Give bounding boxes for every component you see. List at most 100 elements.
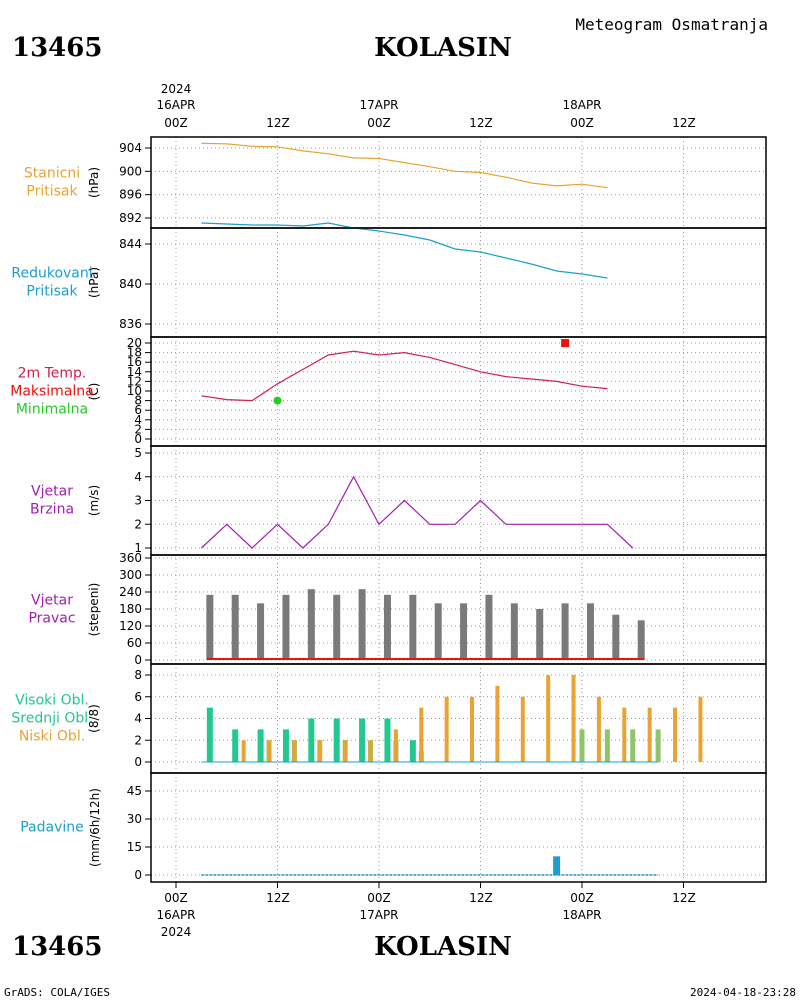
top-hour-5: 00Z [570, 116, 594, 130]
cloud-bar [698, 696, 703, 762]
y-axis-label: (hPa) [87, 167, 101, 198]
y-tick-label: 0 [134, 653, 142, 667]
y-tick-label: 6 [134, 403, 142, 417]
y-axis-label: (hPa) [87, 267, 101, 298]
y-tick-label: 360 [119, 551, 142, 565]
y-tick-label: 1 [134, 541, 142, 555]
panel-label: Minimalna [16, 402, 88, 418]
y-tick-label: 14 [127, 365, 142, 379]
cloud-bar [630, 729, 636, 762]
panel-label: Vjetar [31, 593, 73, 609]
series-line [201, 142, 608, 189]
wind-direction-bar [358, 589, 366, 660]
cloud-bar [520, 696, 525, 762]
bottom-date-2: 17APR [359, 908, 398, 922]
y-tick-label: 16 [127, 355, 142, 369]
cloud-bar [206, 707, 213, 762]
cloud-bar [317, 740, 322, 762]
y-tick-label: 6 [134, 690, 142, 704]
top-hour-6: 12Z [672, 116, 696, 130]
panel-label: Brzina [30, 502, 74, 518]
cloud-bar [343, 740, 348, 762]
cloud-bar [419, 707, 424, 762]
y-tick-label: 5 [134, 446, 142, 460]
y-tick-label: 4 [134, 712, 142, 726]
wind-direction-bar [231, 594, 239, 660]
top-year-label: 2024 [161, 82, 192, 96]
wind-direction-bar [536, 609, 544, 660]
panel-label: Srednji Obl. [11, 711, 92, 727]
top-date-1: 16APR [156, 98, 195, 112]
cloud-bar [596, 696, 601, 762]
wind-direction-bar [307, 589, 315, 660]
cloud-bar [333, 718, 340, 762]
cloud-bar [571, 675, 576, 762]
panel-label: Pravac [28, 611, 75, 627]
y-tick-label: 0 [134, 755, 142, 769]
station-name-bottom: KOLASIN [374, 932, 512, 962]
bottom-date-3: 18APR [562, 908, 601, 922]
top-hour-3: 00Z [367, 116, 391, 130]
panel-label: Niski Obl. [19, 729, 85, 745]
wind-direction-bar [409, 594, 417, 660]
panel-label: 2m Temp. [18, 366, 87, 382]
panel-label: Maksimalna [10, 384, 94, 400]
cloud-bar [267, 740, 272, 762]
y-tick-label: 2 [134, 422, 142, 436]
panel-label: Pritisak [26, 184, 78, 200]
wind-direction-bar [561, 603, 569, 660]
y-tick-label: 900 [119, 164, 142, 178]
wind-direction-bar [434, 603, 442, 660]
panel-label: Vjetar [31, 484, 73, 500]
bottom-hour-3: 00Z [367, 891, 391, 905]
wind-direction-bar [460, 603, 468, 660]
series-line [201, 350, 608, 402]
y-tick-label: 18 [127, 346, 142, 360]
max-temp-marker [561, 339, 570, 347]
wind-direction-bar [586, 603, 594, 660]
cloud-bar [257, 729, 264, 762]
y-tick-label: 4 [134, 413, 142, 427]
cloud-bar [241, 740, 246, 762]
top-hour-2: 12Z [266, 116, 290, 130]
cloud-bar [292, 740, 297, 762]
bottom-hour-5: 00Z [570, 891, 594, 905]
y-tick-label: 240 [119, 585, 142, 599]
wind-direction-bar [282, 594, 290, 660]
bottom-hour-4: 12Z [469, 891, 493, 905]
cloud-bar [308, 718, 315, 762]
timestamp-text: 2024-04-18-23:28 [690, 986, 796, 999]
y-tick-label: 896 [119, 188, 142, 202]
y-tick-label: 844 [119, 237, 142, 251]
cloud-bar [655, 729, 661, 762]
y-tick-label: 12 [127, 374, 142, 388]
bottom-hour-2: 12Z [266, 891, 290, 905]
credit-text: GrADS: COLA/IGES [4, 986, 110, 999]
y-axis-label: (C) [87, 383, 101, 401]
cloud-bar [409, 740, 416, 762]
cloud-bar [546, 675, 551, 762]
precipitation-bar [553, 856, 561, 875]
cloud-bar [579, 729, 585, 762]
y-tick-label: 60 [127, 636, 142, 650]
series-line [200, 475, 634, 549]
top-date-2: 17APR [359, 98, 398, 112]
y-tick-label: 120 [119, 619, 142, 633]
cloud-bar [393, 729, 398, 762]
cloud-bar [604, 729, 610, 762]
panel-label: Redukovani [11, 266, 92, 282]
cloud-bar [444, 696, 449, 762]
y-tick-label: 300 [119, 568, 142, 582]
y-tick-label: 840 [119, 277, 142, 291]
y-tick-label: 10 [127, 384, 142, 398]
wind-direction-bar [485, 594, 493, 660]
cloud-bar [495, 685, 500, 762]
cloud-bar [647, 707, 652, 762]
cloud-bar [673, 707, 678, 762]
y-axis-label: (8/8) [87, 704, 101, 733]
wind-direction-bar [333, 594, 341, 660]
cloud-bar [282, 729, 289, 762]
bottom-hour-1: 00Z [164, 891, 188, 905]
panel-label: Visoki Obl. [15, 693, 89, 709]
